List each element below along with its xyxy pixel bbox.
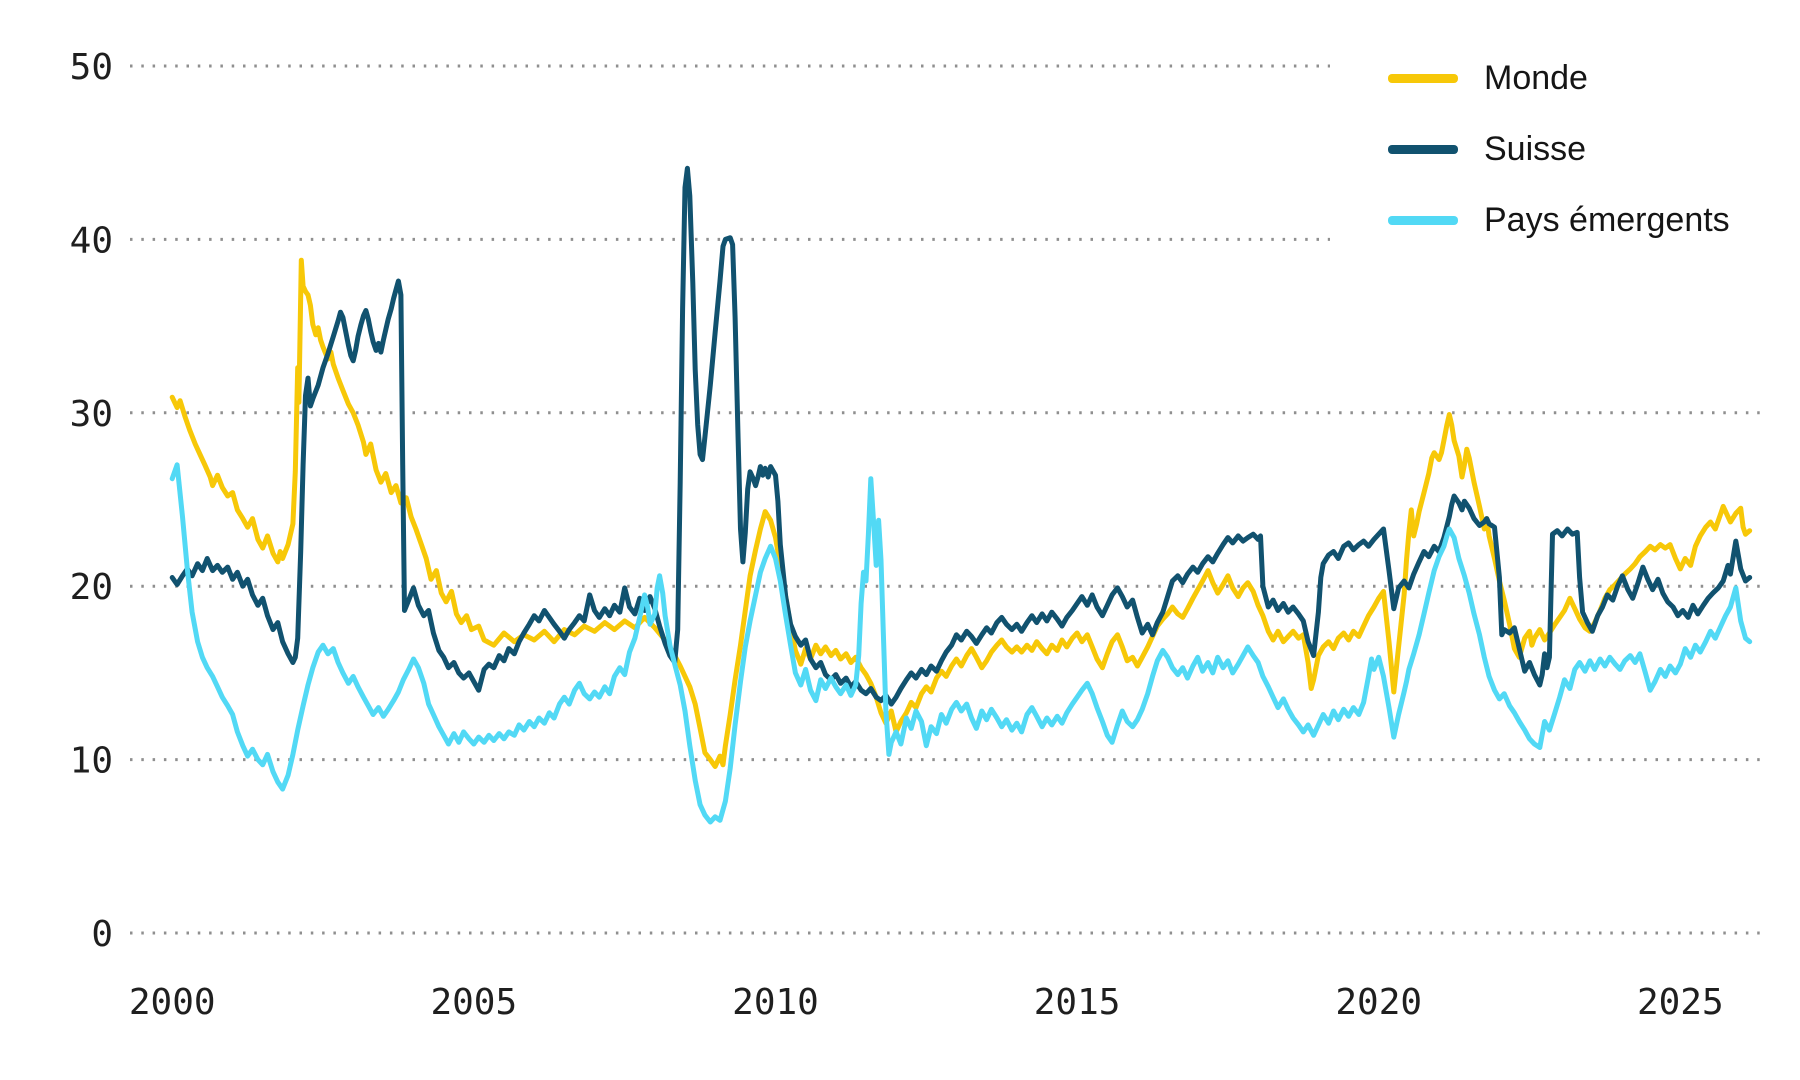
- x-tick-label: 2020: [1335, 982, 1422, 1023]
- y-tick-label: 10: [70, 741, 113, 782]
- y-axis-tick-labels: 0 10 20 30 40 50: [70, 47, 113, 955]
- legend-item-pays-emergents: Pays émergents: [1388, 190, 1766, 250]
- legend-swatch-suisse-line: [1388, 144, 1458, 154]
- series-line-pays-emergents: [169, 462, 1753, 825]
- y-tick-label: 30: [70, 394, 113, 435]
- x-tick-label: 2000: [129, 982, 216, 1023]
- x-tick-label: 2025: [1637, 982, 1724, 1023]
- legend-label-pays-emergents: Pays émergents: [1484, 200, 1730, 239]
- legend: Monde Suisse Pays émergents: [1330, 42, 1766, 256]
- legend-label-monde: Monde: [1484, 58, 1588, 97]
- legend-swatch-monde-line: [1388, 73, 1458, 83]
- y-tick-label: 20: [70, 567, 113, 608]
- y-tick-label: 50: [70, 47, 113, 88]
- x-tick-label: 2015: [1034, 982, 1121, 1023]
- legend-label-suisse: Suisse: [1484, 129, 1587, 168]
- x-tick-label: 2005: [430, 982, 517, 1023]
- legend-swatch-pays-emergents-line: [1388, 215, 1458, 225]
- legend-item-suisse: Suisse: [1388, 119, 1766, 179]
- x-axis-tick-labels: 2000 2005 2010 2015 2020 2025: [129, 982, 1724, 1023]
- y-tick-label: 40: [70, 220, 113, 261]
- legend-item-monde: Monde: [1388, 48, 1766, 108]
- y-tick-label: 0: [91, 914, 113, 955]
- series-line-suisse: [169, 165, 1753, 707]
- series-line-monde: [169, 257, 1753, 769]
- x-tick-label: 2010: [732, 982, 819, 1023]
